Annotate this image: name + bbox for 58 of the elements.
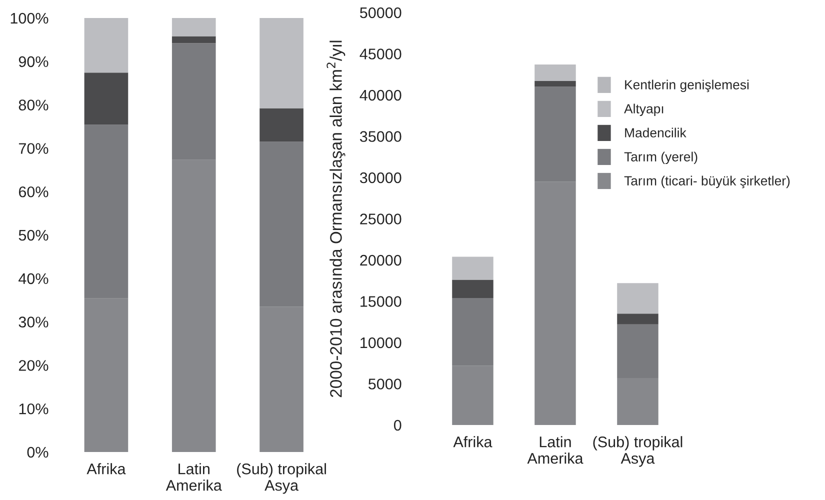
bar	[452, 298, 494, 366]
bar	[84, 18, 128, 73]
y-tick-label: 0%	[27, 446, 48, 458]
x-tick-label: Afrika	[453, 436, 492, 448]
x-tick-label: (Sub) tropikal Asya	[237, 463, 326, 494]
y-tick-label: 40%	[18, 273, 48, 284]
y-axis-title: 2000-2010 arasında Ormansızlaşan alan km$^{2}$/yıl	[326, 40, 346, 398]
bar	[260, 18, 304, 108]
y-tick-label: 90%	[18, 56, 48, 68]
bar	[84, 298, 128, 452]
bar	[452, 366, 494, 425]
y-tick-label: 50000	[360, 7, 402, 18]
y-tick-label: 45000	[360, 48, 402, 60]
x-tick-label: (Sub) tropikal Asya	[593, 436, 682, 467]
bar	[534, 182, 576, 425]
bar	[260, 306, 304, 452]
bar	[617, 378, 658, 425]
x-tick-label: Latin Amerika	[527, 436, 584, 464]
y-tick-label: 60%	[18, 186, 48, 198]
bar	[534, 86, 576, 182]
legend-label: Altyapı	[624, 104, 664, 116]
legend-label: Tarım (ticari- büyük şirketler)	[624, 176, 790, 188]
bar	[172, 160, 216, 452]
bar	[260, 108, 304, 142]
bar	[534, 64, 576, 81]
bar	[617, 283, 658, 314]
legend-label: Tarım (yerel)	[624, 152, 698, 164]
y-tick-label: 40000	[360, 90, 402, 101]
bar	[172, 36, 216, 44]
bar	[452, 256, 494, 280]
bar	[172, 43, 216, 160]
y-tick-label: 100%	[10, 12, 48, 24]
bar	[617, 314, 658, 324]
y-tick-label: 35000	[360, 131, 402, 142]
y-tick-label: 10%	[19, 403, 48, 414]
bar	[452, 280, 494, 298]
y-tick-label: 50%	[18, 230, 48, 241]
bar	[84, 124, 128, 298]
y-tick-label: 20000	[360, 254, 402, 266]
y-tick-label: 15000	[360, 296, 402, 307]
y-tick-label: 30000	[360, 172, 402, 184]
bar	[617, 324, 658, 378]
y-tick-label: 70%	[18, 143, 48, 154]
bar	[84, 72, 128, 125]
x-tick-label: Afrika	[86, 463, 126, 474]
y-tick-label: 80%	[18, 100, 48, 110]
bar	[260, 142, 304, 307]
bar	[534, 80, 576, 87]
legend-label: Kentlerin genişlemesi	[625, 80, 749, 92]
bar	[172, 18, 216, 36]
y-tick-label: 10000	[360, 337, 402, 348]
x-tick-label: Latin Amerika	[166, 463, 222, 491]
y-tick-label: 25000	[360, 214, 402, 224]
y-tick-label: 0	[394, 420, 402, 431]
legend-label: Madencilik	[625, 128, 686, 138]
y-tick-label: 20%	[18, 360, 48, 371]
y-tick-label: 30%	[18, 316, 48, 328]
y-tick-label: 5000	[368, 378, 402, 390]
